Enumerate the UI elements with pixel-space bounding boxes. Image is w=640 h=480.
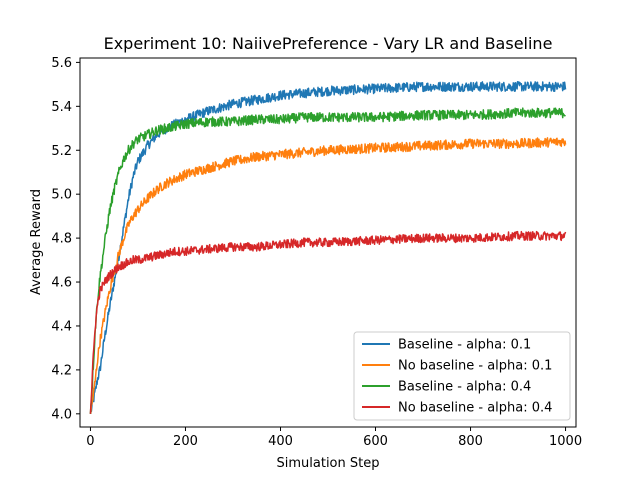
y-tick-label: 4.4 — [51, 319, 72, 334]
plot-frame — [79, 57, 577, 428]
y-tick-label: 4.6 — [51, 276, 72, 291]
y-tick-label: 4.8 — [51, 232, 72, 247]
legend[interactable]: Baseline - alpha: 0.1 No baseline - alpha… — [353, 331, 571, 421]
x-tick-label: 600 — [363, 434, 388, 449]
legend-item[interactable]: No baseline - alpha: 0.4 — [362, 401, 552, 416]
series-line-4 — [89, 230, 567, 414]
y-tick-label: 5.6 — [51, 56, 72, 71]
legend-item[interactable]: Baseline - alpha: 0.4 — [362, 380, 531, 395]
y-tick-label: 5.4 — [51, 100, 72, 115]
legend-item[interactable]: Baseline - alpha: 0.1 — [362, 338, 531, 353]
x-axis: 0 200 400 600 800 1000 — [86, 427, 582, 449]
x-tick-label: 400 — [268, 434, 293, 449]
x-tick-label: 1000 — [549, 434, 582, 449]
y-axis: 4.0 4.2 4.4 4.6 4.8 5.0 5.2 5.4 5.6 — [51, 56, 80, 422]
chart-title: Experiment 10: NaiivePreference - Vary L… — [104, 34, 553, 53]
y-tick-label: 4.2 — [51, 363, 72, 378]
legend-label: No baseline - alpha: 0.4 — [398, 401, 552, 416]
y-axis-label: Average Reward — [29, 189, 44, 295]
x-tick-label: 800 — [458, 434, 483, 449]
legend-label: Baseline - alpha: 0.1 — [398, 338, 531, 353]
x-axis-label: Simulation Step — [277, 456, 380, 471]
series-line-3 — [89, 107, 566, 414]
legend-item[interactable]: No baseline - alpha: 0.1 — [362, 359, 552, 374]
y-tick-label: 4.0 — [51, 407, 72, 422]
legend-label: Baseline - alpha: 0.4 — [398, 380, 531, 395]
series-line-2 — [89, 137, 567, 415]
x-tick-label: 0 — [86, 434, 94, 449]
x-tick-label: 200 — [173, 434, 198, 449]
legend-box — [353, 331, 571, 421]
legend-label: No baseline - alpha: 0.1 — [398, 359, 552, 374]
y-tick-label: 5.2 — [51, 144, 72, 159]
y-tick-label: 5.0 — [51, 188, 72, 203]
series-lines — [89, 81, 567, 415]
